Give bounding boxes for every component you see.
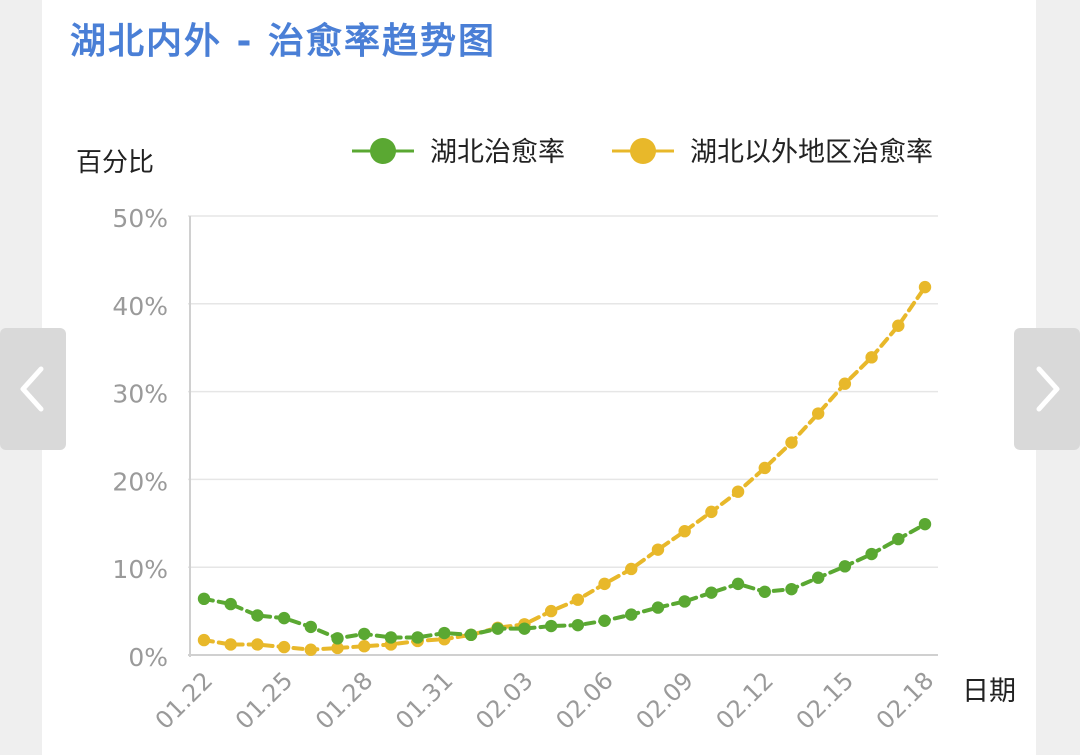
series-line-1 bbox=[202, 285, 927, 652]
data-point bbox=[277, 640, 291, 654]
data-point bbox=[251, 609, 264, 622]
data-point bbox=[598, 577, 611, 591]
legend-marker bbox=[630, 138, 656, 164]
x-tick-label: 02.06 bbox=[550, 666, 618, 734]
data-point bbox=[518, 622, 531, 635]
data-point bbox=[304, 620, 318, 634]
data-point bbox=[304, 643, 318, 656]
data-point bbox=[838, 377, 852, 390]
y-tick-label: 30% bbox=[112, 380, 168, 409]
y-tick-label: 40% bbox=[112, 292, 168, 321]
data-point bbox=[865, 547, 878, 561]
prev-chart-button[interactable] bbox=[0, 328, 66, 450]
y-tick-label: 20% bbox=[112, 467, 168, 496]
data-point bbox=[277, 611, 291, 625]
data-point bbox=[811, 571, 825, 584]
data-point bbox=[865, 351, 878, 364]
data-point bbox=[838, 560, 852, 573]
data-point bbox=[731, 485, 745, 498]
data-point bbox=[197, 592, 211, 606]
data-point bbox=[384, 631, 398, 644]
x-tick-label: 01.31 bbox=[390, 666, 458, 734]
legend-marker bbox=[370, 138, 396, 164]
series-line-0 bbox=[202, 522, 927, 641]
chart-title: 湖北内外 - 治愈率趋势图 bbox=[70, 21, 497, 62]
x-tick-label: 02.15 bbox=[791, 666, 859, 734]
data-point bbox=[918, 517, 932, 531]
data-point bbox=[731, 577, 745, 591]
data-point bbox=[651, 601, 665, 614]
data-point bbox=[197, 633, 211, 647]
x-axis-title: 日期 bbox=[962, 676, 1016, 707]
data-point bbox=[251, 638, 264, 651]
data-point bbox=[358, 627, 371, 641]
data-point bbox=[758, 585, 771, 598]
data-point bbox=[224, 638, 237, 651]
data-point bbox=[651, 543, 665, 556]
x-tick-label: 02.09 bbox=[631, 666, 699, 734]
data-point bbox=[705, 505, 718, 519]
chevron-right-icon bbox=[1036, 366, 1060, 412]
data-point bbox=[411, 631, 424, 644]
data-point bbox=[438, 626, 451, 640]
data-point bbox=[598, 614, 611, 627]
data-point bbox=[705, 586, 718, 599]
data-point bbox=[892, 319, 905, 332]
y-tick-label: 10% bbox=[112, 555, 168, 584]
y-tick-label: 0% bbox=[128, 643, 168, 672]
data-point bbox=[464, 628, 478, 642]
data-point bbox=[625, 562, 638, 576]
data-point bbox=[331, 632, 344, 645]
data-point bbox=[491, 622, 504, 635]
y-tick-label: 50% bbox=[112, 204, 168, 233]
x-tick-label: 02.03 bbox=[470, 666, 538, 734]
chevron-left-icon bbox=[20, 366, 44, 412]
legend-label: 湖北以外地区治愈率 bbox=[690, 137, 933, 168]
x-tick-label: 01.28 bbox=[310, 666, 378, 734]
data-point bbox=[892, 532, 905, 546]
data-point bbox=[785, 582, 798, 596]
data-point bbox=[625, 608, 638, 621]
x-tick-label: 01.22 bbox=[150, 666, 218, 734]
data-point bbox=[785, 436, 798, 449]
x-tick-label: 02.18 bbox=[871, 666, 939, 734]
data-point bbox=[678, 595, 691, 608]
y-axis-title: 百分比 bbox=[76, 148, 154, 178]
chart-card bbox=[42, 0, 1036, 755]
data-point bbox=[571, 593, 585, 606]
data-point bbox=[811, 407, 825, 420]
x-tick-label: 02.12 bbox=[711, 666, 779, 734]
data-point bbox=[571, 618, 585, 632]
data-point bbox=[544, 619, 558, 633]
data-point bbox=[224, 597, 237, 611]
data-point bbox=[544, 604, 558, 618]
data-point bbox=[918, 280, 932, 294]
data-point bbox=[758, 461, 771, 475]
data-point bbox=[678, 525, 691, 538]
data-point bbox=[358, 640, 371, 653]
legend-label: 湖北治愈率 bbox=[430, 137, 565, 168]
x-tick-label: 01.25 bbox=[230, 666, 298, 734]
next-chart-button[interactable] bbox=[1014, 328, 1080, 450]
data-point bbox=[331, 641, 344, 655]
